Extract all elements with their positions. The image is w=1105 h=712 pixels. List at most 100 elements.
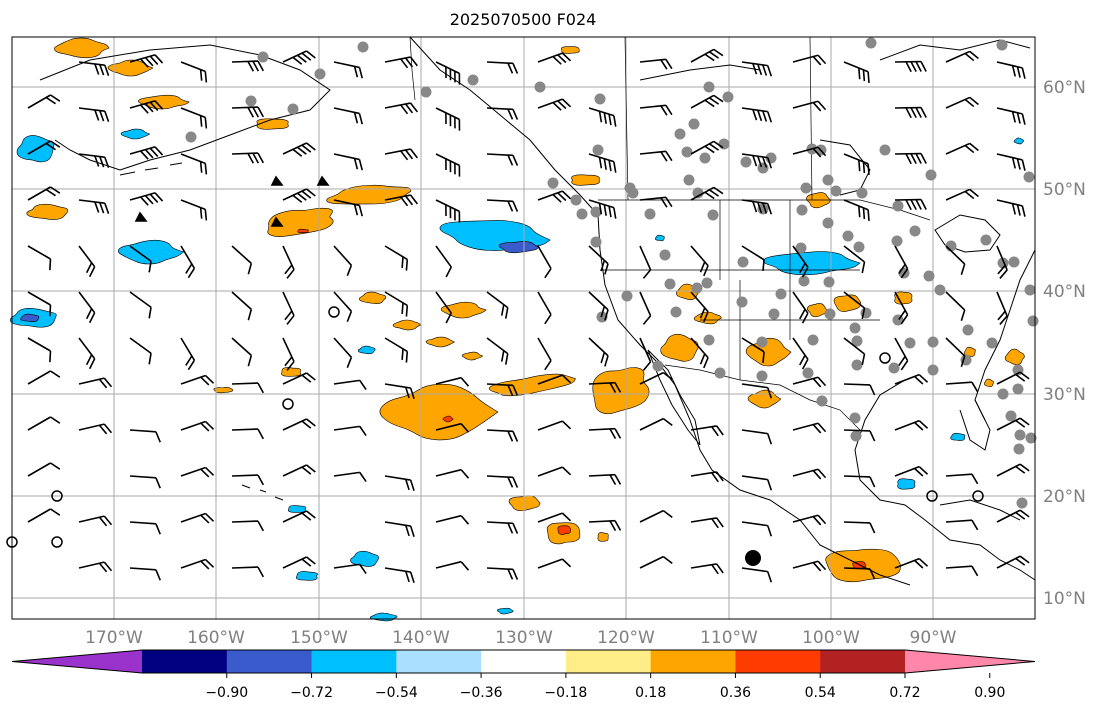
station-dot bbox=[703, 334, 715, 346]
wind-barb bbox=[486, 107, 519, 120]
barb-tick bbox=[1015, 465, 1026, 474]
barb-tick bbox=[614, 382, 622, 393]
barb-tick bbox=[400, 150, 409, 161]
barb-shaft bbox=[129, 429, 156, 433]
barb-shaft bbox=[843, 521, 871, 524]
barb-tick bbox=[969, 50, 979, 60]
contour-region bbox=[1013, 137, 1025, 145]
contour-region bbox=[745, 337, 792, 367]
wind-barb bbox=[792, 100, 827, 112]
wind-barb bbox=[639, 104, 673, 116]
wind-barb bbox=[486, 567, 519, 580]
barb-tick bbox=[204, 163, 208, 175]
wind-barb bbox=[690, 471, 724, 483]
barb-tick bbox=[104, 110, 110, 122]
station-dot bbox=[856, 187, 868, 199]
barb-tick bbox=[404, 195, 414, 206]
barb-tick bbox=[139, 196, 149, 206]
barb-tick bbox=[1019, 371, 1030, 380]
barb-tick bbox=[960, 355, 966, 367]
barb-tick bbox=[144, 149, 154, 159]
barb-tick bbox=[358, 67, 364, 79]
barb-shaft bbox=[537, 374, 563, 385]
aleutian-islands bbox=[119, 162, 183, 176]
barb-tick bbox=[608, 114, 612, 126]
barb-tick bbox=[971, 565, 979, 577]
contour-region bbox=[281, 367, 302, 377]
barb-tick bbox=[971, 381, 979, 393]
barb-tick bbox=[358, 159, 364, 171]
barb-tick bbox=[544, 360, 552, 371]
barb-tick bbox=[766, 571, 773, 583]
wind-barb bbox=[945, 188, 979, 201]
wind-barb bbox=[639, 291, 652, 325]
barb-tick bbox=[552, 55, 562, 65]
station-dot bbox=[851, 335, 863, 347]
wind-barb bbox=[384, 383, 415, 399]
barb-tick bbox=[704, 53, 715, 62]
wind-barb bbox=[486, 383, 519, 396]
wind-barb bbox=[690, 245, 709, 277]
barb-tick bbox=[449, 115, 452, 127]
barb-tick bbox=[460, 561, 470, 571]
barb-tick bbox=[699, 307, 706, 319]
colorbar-tick-labels: −0.90 −0.72 −0.54 −0.36 −0.18 0.18 0.36 0.54 0.7… bbox=[205, 673, 1005, 701]
station-dot bbox=[842, 230, 854, 242]
wind-barb bbox=[78, 377, 113, 389]
coastlines bbox=[39, 36, 1036, 586]
barb-tick bbox=[614, 474, 622, 485]
barb-tick bbox=[969, 142, 979, 152]
wind-barb bbox=[27, 291, 52, 317]
station-dot bbox=[962, 324, 974, 336]
barb-tick bbox=[812, 424, 822, 434]
barb-shaft bbox=[639, 245, 652, 271]
colorbar-tick-label: 0.18 bbox=[635, 685, 666, 701]
barb-tick bbox=[284, 310, 293, 321]
wind-barb bbox=[996, 509, 1030, 523]
map-title: 2025070500 F024 bbox=[450, 10, 597, 29]
station-dot bbox=[795, 242, 807, 254]
barb-tick bbox=[460, 515, 470, 525]
barb-tick bbox=[1016, 66, 1021, 78]
barb-tick bbox=[104, 64, 110, 76]
wind-barb bbox=[894, 465, 929, 477]
wind-barb bbox=[282, 464, 316, 477]
barb-tick bbox=[358, 113, 364, 125]
barb-shaft bbox=[435, 560, 462, 569]
station-dot bbox=[830, 185, 842, 197]
station-dot bbox=[576, 208, 588, 220]
wind-barb bbox=[486, 337, 509, 365]
barb-tick bbox=[149, 147, 159, 157]
wind-barb bbox=[129, 54, 164, 68]
station-dot bbox=[798, 275, 810, 287]
barb-tick bbox=[99, 156, 105, 168]
barb-tick bbox=[920, 107, 927, 118]
wind-barb bbox=[435, 560, 470, 571]
barb-tick bbox=[1019, 509, 1030, 518]
wind-barb bbox=[792, 468, 827, 480]
barb-tick bbox=[460, 423, 470, 433]
station-dot bbox=[851, 359, 863, 371]
contour-region bbox=[461, 351, 484, 361]
barb-pennant bbox=[316, 175, 330, 186]
barb-tick bbox=[205, 374, 215, 384]
barb-shaft bbox=[843, 383, 871, 386]
barb-tick bbox=[609, 520, 617, 532]
barb-tick bbox=[205, 558, 215, 568]
wind-barb bbox=[945, 381, 979, 393]
state-borders bbox=[624, 36, 813, 380]
barb-tick bbox=[292, 194, 303, 203]
barb-tick bbox=[401, 348, 404, 361]
barb-tick bbox=[247, 153, 255, 164]
barb-tick bbox=[752, 201, 758, 213]
barb-shaft bbox=[231, 245, 252, 264]
station-dot bbox=[683, 174, 695, 186]
barb-tick bbox=[512, 385, 519, 396]
barb-tick bbox=[85, 262, 93, 274]
wind-barb bbox=[384, 102, 418, 115]
contour-region bbox=[295, 571, 318, 581]
barb-tick bbox=[512, 431, 519, 442]
barb-tick bbox=[306, 510, 316, 519]
station-dot bbox=[287, 103, 299, 115]
wind-barb bbox=[180, 374, 215, 386]
